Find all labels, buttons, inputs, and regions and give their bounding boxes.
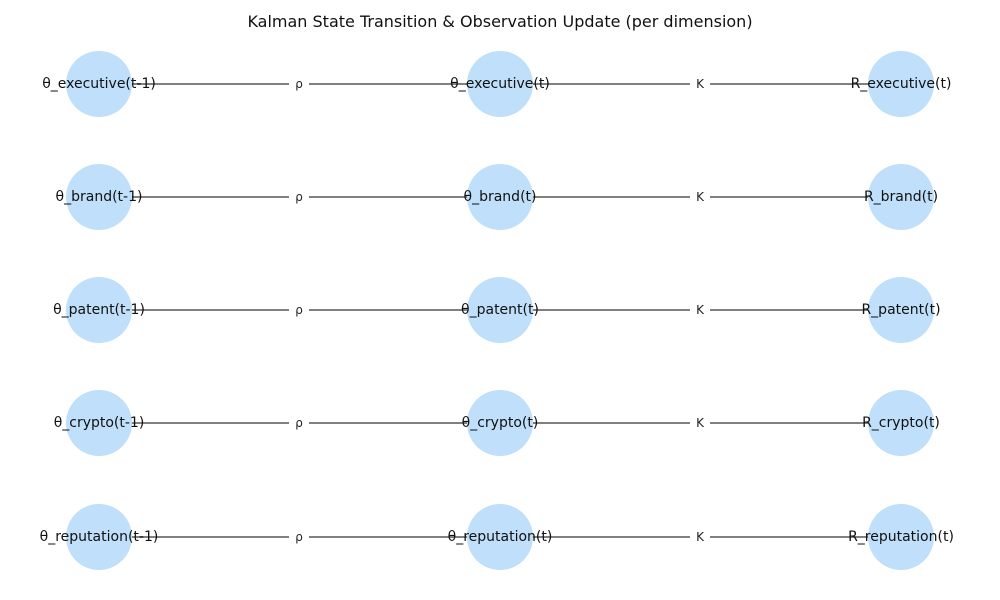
current-state-node xyxy=(467,51,533,117)
edge-label-background xyxy=(289,414,309,432)
update-edge-label: K xyxy=(696,77,705,91)
current-state-node-label: θ_reputation(t) xyxy=(448,529,553,545)
observation-node-label: R_patent(t) xyxy=(861,302,940,318)
transition-edge-label: ρ xyxy=(295,530,303,544)
current-state-node xyxy=(467,504,533,570)
observation-node-label: R_brand(t) xyxy=(864,189,938,205)
diagram-row: ρ Kθ_reputation(t-1) θ_reputation(t) R_repu… xyxy=(40,504,954,570)
observation-node-label: R_reputation(t) xyxy=(848,529,954,545)
observation-node xyxy=(868,164,934,230)
update-edge-label: K xyxy=(696,190,705,204)
observation-node-label: R_crypto(t) xyxy=(862,415,940,431)
transition-edge-label: ρ xyxy=(295,190,303,204)
edge-label-background xyxy=(690,414,710,432)
edge-label-background xyxy=(690,75,710,93)
prev-state-node-label: θ_executive(t-1) xyxy=(42,76,156,92)
prev-state-node-label: θ_crypto(t-1) xyxy=(54,415,145,431)
observation-node-label: R_executive(t) xyxy=(851,76,952,92)
prev-state-node-label: θ_reputation(t-1) xyxy=(40,529,159,545)
transition-edge-label: ρ xyxy=(295,416,303,430)
prev-state-node xyxy=(66,164,132,230)
update-edge-label: K xyxy=(696,416,705,430)
diagram-row: ρ Kθ_patent(t-1) θ_patent(t) R_patent(t) xyxy=(53,277,941,343)
transition-edge-label: ρ xyxy=(295,303,303,317)
edge-label-background xyxy=(690,301,710,319)
prev-state-node-label: θ_brand(t-1) xyxy=(56,189,143,205)
current-state-node xyxy=(467,277,533,343)
update-edge-label: K xyxy=(696,530,705,544)
edge-label-background xyxy=(289,301,309,319)
prev-state-node xyxy=(66,504,132,570)
update-edge-label: K xyxy=(696,303,705,317)
observation-node xyxy=(868,504,934,570)
edge-label-background xyxy=(289,75,309,93)
observation-node xyxy=(868,277,934,343)
edge-label-background xyxy=(289,528,309,546)
current-state-node xyxy=(467,164,533,230)
prev-state-node-label: θ_patent(t-1) xyxy=(53,302,145,318)
observation-node xyxy=(868,51,934,117)
prev-state-node xyxy=(66,390,132,456)
transition-edge-label: ρ xyxy=(295,77,303,91)
diagram-row: ρ Kθ_crypto(t-1) θ_crypto(t) R_crypto(t) xyxy=(54,390,940,456)
prev-state-node xyxy=(66,277,132,343)
edge-label-background xyxy=(690,528,710,546)
current-state-node-label: θ_patent(t) xyxy=(461,302,539,318)
current-state-node-label: θ_crypto(t) xyxy=(462,415,539,431)
current-state-node xyxy=(467,390,533,456)
observation-node xyxy=(868,390,934,456)
edge-label-background xyxy=(690,188,710,206)
current-state-node-label: θ_brand(t) xyxy=(464,189,537,205)
diagram-title: Kalman State Transition & Observation Up… xyxy=(247,12,753,31)
diagram-row: ρ Kθ_executive(t-1) θ_executive(t) R_execut… xyxy=(42,51,951,117)
edge-label-background xyxy=(289,188,309,206)
diagram-row: ρ Kθ_brand(t-1) θ_brand(t) R_brand(t) xyxy=(56,164,938,230)
prev-state-node xyxy=(66,51,132,117)
current-state-node-label: θ_executive(t) xyxy=(450,76,550,92)
